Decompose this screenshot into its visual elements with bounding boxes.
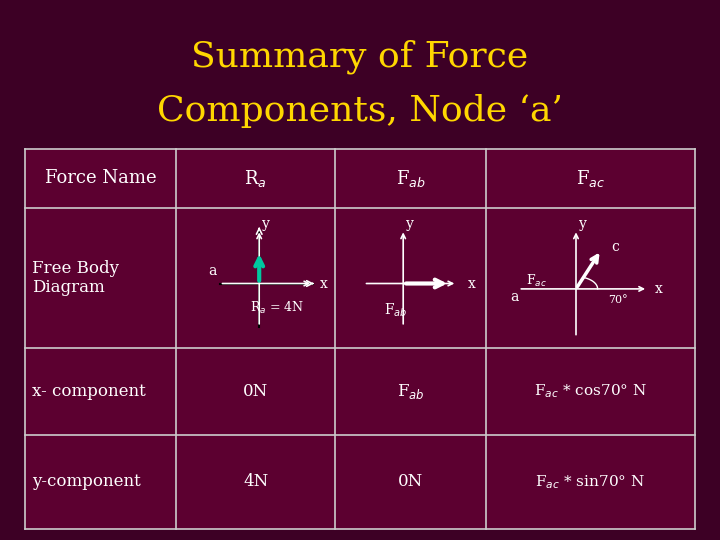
Bar (25, 148, 176, 208)
Text: F$_{ab}$: F$_{ab}$ (397, 382, 424, 401)
Text: x- component: x- component (32, 383, 146, 400)
Bar (25, 435, 176, 529)
Text: F$_{ac}$ * cos70° N: F$_{ac}$ * cos70° N (534, 383, 647, 400)
Text: y: y (263, 217, 270, 231)
Text: R$_a$ = 4N: R$_a$ = 4N (250, 300, 305, 316)
Text: Summary of Force: Summary of Force (192, 39, 528, 74)
Text: Free Body
Diagram: Free Body Diagram (32, 260, 120, 296)
Text: c: c (611, 240, 619, 254)
Text: Force Name: Force Name (45, 169, 157, 187)
Bar (25, 348, 176, 435)
Text: R$_a$: R$_a$ (244, 168, 267, 188)
Bar (486, 348, 695, 435)
Bar (176, 348, 335, 435)
Text: F$_{ac}$ * sin70° N: F$_{ac}$ * sin70° N (536, 473, 645, 491)
Bar (335, 208, 486, 348)
Text: a: a (510, 290, 519, 304)
Text: F$_{ab}$: F$_{ab}$ (384, 302, 408, 319)
Bar (25, 208, 176, 348)
Text: 0N: 0N (397, 474, 423, 490)
Text: x: x (320, 276, 328, 291)
Text: F$_{ac}$: F$_{ac}$ (576, 168, 605, 188)
Text: x: x (468, 276, 475, 291)
Text: y-component: y-component (32, 474, 141, 490)
Bar (486, 148, 695, 208)
Text: y: y (407, 217, 414, 231)
Bar (486, 208, 695, 348)
Text: x: x (655, 282, 662, 296)
Bar (176, 435, 335, 529)
Text: 0N: 0N (243, 383, 269, 400)
Bar (176, 148, 335, 208)
Text: 4N: 4N (243, 474, 269, 490)
Text: F$_{ac}$: F$_{ac}$ (526, 273, 546, 289)
Text: Components, Node ‘a’: Components, Node ‘a’ (157, 94, 563, 127)
Text: y: y (580, 217, 587, 231)
Bar (176, 208, 335, 348)
Bar (335, 435, 486, 529)
Bar (335, 348, 486, 435)
Bar (335, 148, 486, 208)
Bar (486, 435, 695, 529)
Text: F$_{ab}$: F$_{ab}$ (395, 168, 426, 188)
Text: a: a (208, 264, 217, 278)
Text: 70°: 70° (608, 295, 628, 305)
